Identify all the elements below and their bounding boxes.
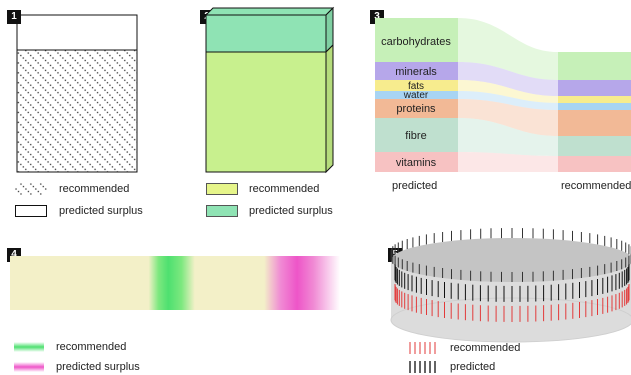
legend-label: recommended xyxy=(56,341,127,353)
recommended-hatched-fill xyxy=(17,50,137,172)
flow-fibre xyxy=(458,118,558,156)
panel-5-cylinder: 5 recommended predicted xyxy=(380,220,631,375)
node-label-fats: fats xyxy=(408,81,424,92)
node-recommended-fats xyxy=(558,96,631,103)
node-predicted-water xyxy=(375,91,458,99)
green-swatch-icon xyxy=(206,183,238,195)
node-predicted-vitamins xyxy=(375,152,458,172)
node-label-carbohydrates: carbohydrates xyxy=(381,36,451,48)
node-label-vitamins: vitamins xyxy=(396,157,437,169)
surplus-front-face xyxy=(205,14,327,53)
flow-carbohydrates xyxy=(458,18,558,80)
node-recommended-proteins xyxy=(558,110,631,136)
node-label-proteins: proteins xyxy=(396,103,436,115)
node-predicted-fibre xyxy=(375,118,458,152)
panel-3-sankey: 3 carbohydrates min xyxy=(365,0,631,230)
cylinder-body xyxy=(391,260,631,342)
red-ticks-swatch-icon xyxy=(409,342,436,354)
node-label-water: water xyxy=(403,90,429,101)
tick-cylinder-chart xyxy=(390,228,631,343)
node-recommended-carbohydrates xyxy=(558,52,631,80)
flow-minerals xyxy=(458,62,558,96)
legend-label: recommended xyxy=(249,183,320,195)
flow-proteins xyxy=(458,99,558,136)
panel-4-gradient-bar: 4 recommended predicted surplus xyxy=(0,240,360,375)
container-outline xyxy=(16,14,138,173)
node-label-fibre: fibre xyxy=(405,130,426,142)
legend-label: predicted surplus xyxy=(249,205,333,217)
green-gradient-swatch-icon xyxy=(14,342,44,352)
black-ticks-swatch-icon xyxy=(409,361,436,373)
container-top-face xyxy=(204,7,335,16)
legend-label: recommended xyxy=(450,342,521,354)
node-label-minerals: minerals xyxy=(395,66,437,78)
axis-label-predicted: predicted xyxy=(392,180,437,192)
node-predicted-proteins xyxy=(375,99,458,118)
node-predicted-carbohydrates xyxy=(375,18,458,62)
hatched-swatch-icon xyxy=(15,183,47,195)
teal-swatch-icon xyxy=(206,205,238,217)
legend-label: predicted surplus xyxy=(59,205,143,217)
flow-fats xyxy=(458,80,558,103)
nutrient-flow-chart: carbohydrates minerals fats water protei… xyxy=(375,18,631,192)
node-recommended-fibre xyxy=(558,136,631,156)
legend-label: predicted xyxy=(450,361,496,373)
node-recommended-minerals xyxy=(558,80,631,96)
empty-swatch-icon xyxy=(15,205,47,217)
legend-label: recommended xyxy=(59,183,130,195)
node-predicted-fats xyxy=(375,80,458,91)
panel-2-3d-container: 2 recommended predicted surplus xyxy=(190,0,365,230)
axis-label-recommended: recommended xyxy=(561,180,631,192)
flow-water xyxy=(458,91,558,110)
node-recommended-vitamins xyxy=(558,156,631,172)
pink-gradient-swatch-icon xyxy=(14,362,44,372)
gradient-bar xyxy=(10,256,340,310)
hatched-container-chart xyxy=(16,14,138,173)
flow-vitamins xyxy=(458,152,558,172)
3d-container-chart xyxy=(204,6,335,174)
recommended-side-face xyxy=(325,43,334,174)
legend-label: predicted surplus xyxy=(56,361,140,373)
node-predicted-minerals xyxy=(375,62,458,80)
cylinder-top-face xyxy=(391,238,631,282)
node-recommended-water xyxy=(558,103,631,110)
panel-1-hatched-container: 1 recommended predicted surplus xyxy=(0,0,200,230)
recommended-front-face xyxy=(205,51,327,173)
